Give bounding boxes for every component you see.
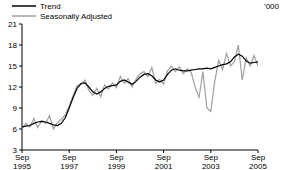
x-tick-label-part: 1997: [60, 162, 78, 170]
x-tick-label: Sep1995: [13, 153, 31, 170]
x-tick-label: Sep1997: [60, 153, 78, 170]
x-tick-label: Sep2001: [155, 153, 173, 170]
y-tick-label: 9: [13, 104, 18, 113]
y-tick-label: 15: [8, 62, 17, 71]
y-tick-label: 18: [8, 41, 17, 50]
y-tick: [19, 87, 22, 88]
x-tick-label-part: 2003: [202, 162, 220, 170]
y-tick: [19, 66, 22, 67]
legend-label: Seasonally Adjusted: [40, 12, 112, 21]
series-line: [22, 54, 258, 127]
x-tick-label-part: Sep: [204, 153, 219, 162]
y-tick: [19, 108, 22, 109]
legend-swatch: [12, 15, 36, 17]
x-tick-label-part: 2005: [249, 162, 267, 170]
chart: 36912151821'000Sep1995Sep1997Sep1999Sep2…: [0, 0, 283, 170]
y-tick-label: 21: [8, 20, 17, 29]
y-tick: [19, 24, 22, 25]
x-tick-label: Sep2005: [249, 153, 267, 170]
x-tick-label-part: Sep: [109, 153, 124, 162]
x-tick-label-part: Sep: [251, 153, 266, 162]
x-tick-label-part: 2001: [155, 162, 173, 170]
y-axis-label: '000: [264, 2, 279, 11]
x-tick-label: Sep1999: [108, 153, 126, 170]
legend-label: Trend: [40, 2, 61, 11]
x-tick-label-part: Sep: [156, 153, 171, 162]
x-tick-label: Sep2003: [202, 153, 220, 170]
legend-swatch: [12, 5, 36, 7]
x-tick-label-part: 1999: [108, 162, 126, 170]
x-tick-label-part: Sep: [62, 153, 77, 162]
y-tick-label: 12: [8, 83, 17, 92]
y-tick: [19, 45, 22, 46]
plot-area: [22, 45, 258, 129]
x-tick-label-part: Sep: [15, 153, 30, 162]
series-line: [22, 45, 258, 129]
y-tick-label: 6: [13, 125, 18, 134]
x-axis: [22, 150, 258, 151]
y-tick: [19, 129, 22, 130]
x-tick-label-part: 1995: [13, 162, 31, 170]
